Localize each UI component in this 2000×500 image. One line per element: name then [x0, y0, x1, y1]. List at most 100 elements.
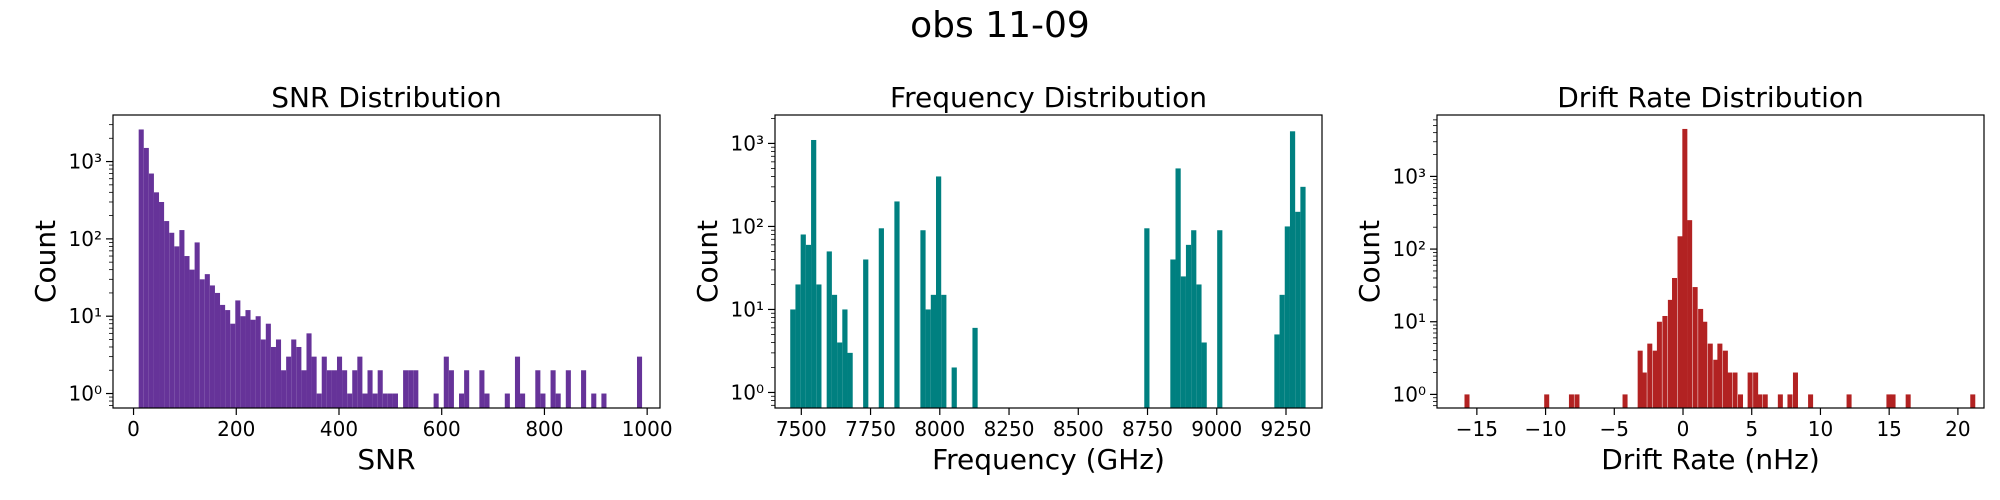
- chart-1-x-tick-label: 200: [217, 417, 255, 441]
- chart-2-bar: [941, 294, 947, 408]
- chart-1-bar: [174, 246, 180, 408]
- chart-2-bar: [1217, 230, 1223, 408]
- chart-3-y-tick-label: 10¹: [1393, 310, 1426, 334]
- chart-1-x-tick-label: 800: [525, 417, 563, 441]
- chart-1-bar: [362, 393, 368, 408]
- chart-2-bar: [1170, 259, 1176, 408]
- chart-2-bar: [811, 139, 817, 409]
- chart-2-bar: [894, 201, 900, 408]
- chart-3-bar: [1757, 394, 1763, 408]
- chart-3-bar: [1713, 359, 1719, 408]
- chart-1-bar: [153, 192, 160, 408]
- chart-1-bar: [143, 147, 149, 408]
- chart-2-x-axis-label: Frequency (GHz): [932, 443, 1165, 476]
- chart-1-bar: [296, 346, 302, 408]
- chart-1-bar: [138, 129, 144, 408]
- chart-1-bar: [392, 393, 398, 408]
- chart-2-bar: [972, 327, 978, 408]
- chart-2-bar: [805, 244, 812, 408]
- chart-3-bar: [1753, 372, 1759, 408]
- chart-3-bar: [1762, 394, 1768, 408]
- chart-1-bar: [636, 356, 643, 408]
- chart-1-bar: [306, 333, 312, 408]
- chart-3-bar: [1677, 236, 1683, 408]
- chart-1-bar: [372, 393, 378, 408]
- chart-1-bar: [581, 370, 587, 408]
- chart-1-x-tick-label: 0: [127, 417, 140, 441]
- chart-1-bar: [240, 316, 246, 408]
- chart-3-bar: [1574, 394, 1580, 408]
- chart-2-bar: [1279, 294, 1285, 408]
- chart-1-bar: [555, 393, 561, 408]
- chart-1-bar: [189, 269, 195, 408]
- chart-3-y-tick-label: 10⁰: [1393, 382, 1426, 406]
- chart-1-bar: [230, 323, 236, 408]
- chart-3-bar: [1707, 343, 1713, 408]
- chart-2-bar: [1295, 211, 1301, 408]
- chart-1-bar: [225, 310, 231, 408]
- chart-1-title: SNR Distribution: [271, 81, 501, 114]
- chart-2-bar: [920, 230, 926, 408]
- chart-1-bar: [535, 370, 541, 408]
- chart-2-bar: [1175, 168, 1181, 408]
- chart-2-bar: [878, 228, 884, 408]
- chart-3-bar: [1787, 394, 1793, 408]
- chart-3-x-tick-label: −10: [1524, 417, 1566, 441]
- chart-1-bar: [464, 370, 470, 408]
- chart-1-bar: [433, 393, 439, 408]
- chart-3-x-axis-label: Drift Rate (nHz): [1601, 443, 1820, 476]
- chart-1-bar: [250, 319, 256, 408]
- chart-3-bar: [1682, 128, 1688, 408]
- chart-2-bar: [930, 294, 936, 408]
- chart-3-bar: [1702, 321, 1708, 408]
- chart-3-x-tick-label: 20: [1945, 417, 1970, 441]
- chart-2-bar: [1191, 230, 1197, 408]
- chart-1-bar: [281, 370, 287, 408]
- chart-2-bar: [1180, 276, 1186, 408]
- chart-3-bar: [1698, 308, 1704, 408]
- chart-3-x-tick-label: 10: [1808, 417, 1833, 441]
- chart-3-bar: [1687, 220, 1693, 408]
- chart-3-bar: [1846, 394, 1852, 408]
- chart-3-x-tick-label: 15: [1876, 417, 1901, 441]
- chart-3-bar: [1622, 394, 1628, 408]
- chart-2-x-tick-label: 8750: [1122, 417, 1173, 441]
- chart-2-y-tick-label: 10³: [731, 131, 764, 155]
- chart-1-bar: [591, 393, 597, 408]
- chart-1-bar: [260, 339, 266, 408]
- chart-3-bar: [1568, 394, 1574, 408]
- chart-2-x-tick-label: 8000: [914, 417, 965, 441]
- chart-1-x-axis-label: SNR: [357, 443, 415, 476]
- chart-1-bar: [301, 370, 307, 408]
- chart-1-bar: [270, 346, 276, 408]
- chart-1-y-tick-label: 10⁰: [69, 382, 102, 406]
- chart-3-bar: [1672, 277, 1678, 408]
- chart-3-axes-frame: [1436, 114, 1985, 409]
- chart-3-bar: [1464, 394, 1470, 408]
- chart-1-x-tick-label: 600: [423, 417, 461, 441]
- chart-3-bar: [1747, 372, 1753, 408]
- chart-3-bar: [1637, 350, 1643, 408]
- chart-1-y-axis-label: Count: [29, 220, 62, 303]
- chart-2-bar: [837, 342, 843, 408]
- chart-1-y-tick-label: 10³: [69, 150, 102, 174]
- chart-1-bar: [514, 356, 521, 408]
- chart-3-x-tick-label: 0: [1677, 417, 1690, 441]
- chart-1-y-tick-label: 10²: [69, 227, 102, 251]
- chart-1-bar: [179, 230, 185, 408]
- chart-3-bar: [1777, 394, 1783, 408]
- chart-1-bar: [331, 370, 337, 408]
- chart-3-y-tick-label: 10³: [1393, 164, 1426, 188]
- chart-2-bar: [790, 309, 796, 408]
- chart-1-bar: [184, 256, 190, 408]
- chart-1-bar: [550, 370, 556, 408]
- chart-1-bar: [540, 393, 546, 408]
- chart-1-bar: [148, 173, 154, 408]
- chart-3-bars: [1464, 128, 1976, 408]
- chart-2-bar: [925, 309, 931, 408]
- chart-1-bar: [321, 356, 327, 408]
- chart-2-bars: [790, 131, 1306, 409]
- chart-1-bar: [347, 393, 353, 408]
- chart-2-x-tick-label: 7500: [776, 417, 827, 441]
